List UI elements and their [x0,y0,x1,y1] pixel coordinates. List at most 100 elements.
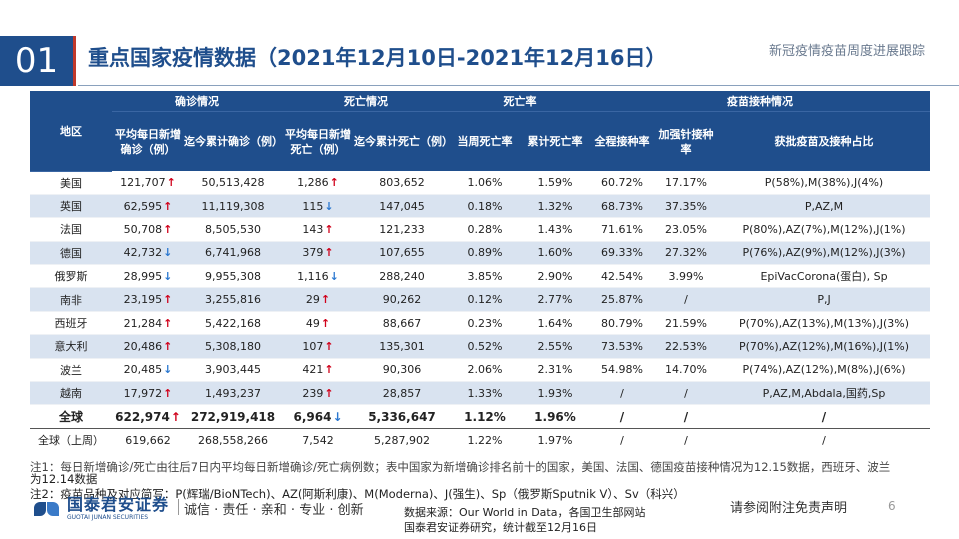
table-row: 南非 23,195↑ 3,255,816 29↑ 90,262 0.12% 2.77% 25.… [30,287,930,312]
trend-up-icon: ↑ [320,316,331,330]
cell-total-cases-value: 6,741,968 [205,246,261,260]
cell-total-cases: 6,741,968 [184,241,282,266]
cell-vaccines: / [718,404,930,429]
trend-down-icon: ↓ [329,269,339,283]
cell-cum-cfr: 1.64% [520,311,590,336]
cell-total-cases-value: 268,558,266 [198,433,268,447]
disclaimer: 请参阅附注免责声明 [730,501,848,516]
cell-booster: / [654,404,718,429]
cell-cum-cfr-value: 2.55% [537,339,573,353]
cell-daily-deaths: 49↑ [282,311,354,336]
cell-total-cases: 272,919,418 [184,404,282,429]
cell-cum-cfr: 2.31% [520,358,590,383]
trend-up-icon: ↑ [324,246,334,260]
title-divider [78,85,959,86]
cell-total-cases: 1,493,237 [184,381,282,406]
trend-up-icon: ↑ [320,293,331,307]
cell-full-vax: 60.72% [590,171,654,195]
cell-vaccines-value: P(70%),AZ(13%),M(13%),J(3%) [738,316,910,330]
note-2: 注2：疫苗品种及对应简写：P(辉瑞/BioNTech)、AZ(阿斯利康)、M(M… [30,487,685,501]
cell-cum-cfr: 1.59% [520,171,590,195]
cell-cum-cfr-value: 1.93% [537,386,573,400]
cell-total-cases: 3,903,445 [184,358,282,383]
cell-total-deaths: 90,306 [354,358,450,383]
header-vaccines: 获批疫苗及接种占比 [718,111,930,171]
cell-vaccines: P,J [718,287,930,312]
header-booster: 加强针接种率 [654,111,718,171]
cell-total-deaths-value: 135,301 [379,339,425,353]
cell-full-vax-value: 54.98% [601,363,643,377]
cell-total-cases-value: 8,505,530 [205,222,261,236]
cell-total-deaths-value: 5,287,902 [374,433,430,447]
cell-cum-cfr: 2.90% [520,264,590,289]
cell-booster-value: / [683,409,689,424]
trend-up-icon: ↑ [163,222,173,236]
cell-total-cases: 268,558,266 [184,428,282,451]
cell-total-deaths-value: 28,857 [382,386,422,400]
cell-cum-cfr-value: 2.31% [537,363,573,377]
cell-full-vax: 25.87% [590,287,654,312]
table-row: 英国 62,595↑ 11,119,308 115↓ 147,045 0.18% 1.32%… [30,194,930,219]
cell-total-cases: 3,255,816 [184,287,282,312]
cell-weekly-cfr-value: 0.23% [467,316,503,330]
cell-vaccines: P(74%),AZ(12%),M(8%),J(6%) [718,358,930,383]
table-row: 意大利 20,486↑ 5,308,180 107↑ 135,301 0.52% 2.55%… [30,334,930,359]
cell-total-deaths: 28,857 [354,381,450,406]
cell-full-vax-value: 73.53% [601,339,643,353]
cell-booster: 3.99% [654,264,718,289]
cell-weekly-cfr: 0.23% [450,311,520,336]
cell-daily-cases-value: 20,486 [123,339,163,353]
cell-daily-deaths: 7,542 [282,428,354,451]
cell-total-deaths: 147,045 [354,194,450,219]
cell-daily-cases-value: 619,662 [125,433,171,447]
cell-cum-cfr: 1.60% [520,241,590,266]
cell-daily-cases: 21,284↑ [112,311,184,336]
trend-up-icon: ↑ [324,339,334,353]
cell-vaccines-value: P,J [817,293,831,307]
trend-down-icon: ↓ [332,409,343,424]
cell-full-vax: / [590,428,654,451]
logo-mark-icon [34,499,62,519]
trend-up-icon: ↑ [324,222,334,236]
cell-vaccines: / [718,428,930,451]
cell-weekly-cfr: 0.28% [450,217,520,242]
cell-daily-cases: 23,195↑ [112,287,184,312]
cell-booster: 22.53% [654,334,718,359]
cell-booster: 21.59% [654,311,718,336]
cell-region-value: 意大利 [54,340,88,354]
header-group-deaths: 死亡情况 [282,91,450,112]
cell-weekly-cfr-value: 1.06% [467,175,503,189]
header-daily-cases: 平均每日新增确诊（例） [112,111,184,171]
cell-daily-cases-value: 121,707 [120,175,166,189]
cell-total-deaths-value: 90,306 [382,363,422,377]
cell-daily-deaths-value: 29 [305,293,320,307]
cell-daily-deaths-value: 107 [302,339,324,353]
cell-daily-cases-value: 42,732 [123,246,163,260]
cell-cum-cfr-value: 2.90% [537,269,573,283]
cell-daily-deaths: 107↑ [282,334,354,359]
cell-daily-cases: 619,662 [112,428,184,451]
cell-full-vax-value: 80.79% [601,316,643,330]
cell-weekly-cfr: 1.06% [450,171,520,195]
cell-daily-deaths: 29↑ [282,287,354,312]
cell-region: 越南 [30,381,112,406]
cell-cum-cfr-value: 1.59% [537,175,573,189]
cell-vaccines: P(70%),AZ(13%),M(13%),J(3%) [718,311,930,336]
cell-total-deaths: 5,336,647 [354,404,450,429]
table-row: 西班牙 21,284↑ 5,422,168 49↑ 88,667 0.23% 1.64% 80… [30,311,930,336]
cell-booster: / [654,287,718,312]
cell-weekly-cfr-value: 1.22% [467,433,503,447]
cell-region: 南非 [30,287,112,312]
cell-vaccines-value: / [821,409,827,424]
cell-booster-value: / [684,386,688,400]
cell-region: 法国 [30,217,112,242]
cell-weekly-cfr-value: 1.12% [464,409,506,424]
cell-cum-cfr-value: 1.96% [534,409,576,424]
cell-daily-deaths-value: 115 [302,199,324,213]
cell-total-deaths: 107,655 [354,241,450,266]
trend-up-icon: ↑ [163,316,173,330]
table-row: 法国 50,708↑ 8,505,530 143↑ 121,233 0.28% 1.43% 7… [30,217,930,242]
cell-total-cases-value: 5,308,180 [205,339,261,353]
header-group-cfr: 死亡率 [450,91,590,112]
table-row: 全球 622,974↑ 272,919,418 6,964↓ 5,336,647 1.12… [30,404,930,429]
